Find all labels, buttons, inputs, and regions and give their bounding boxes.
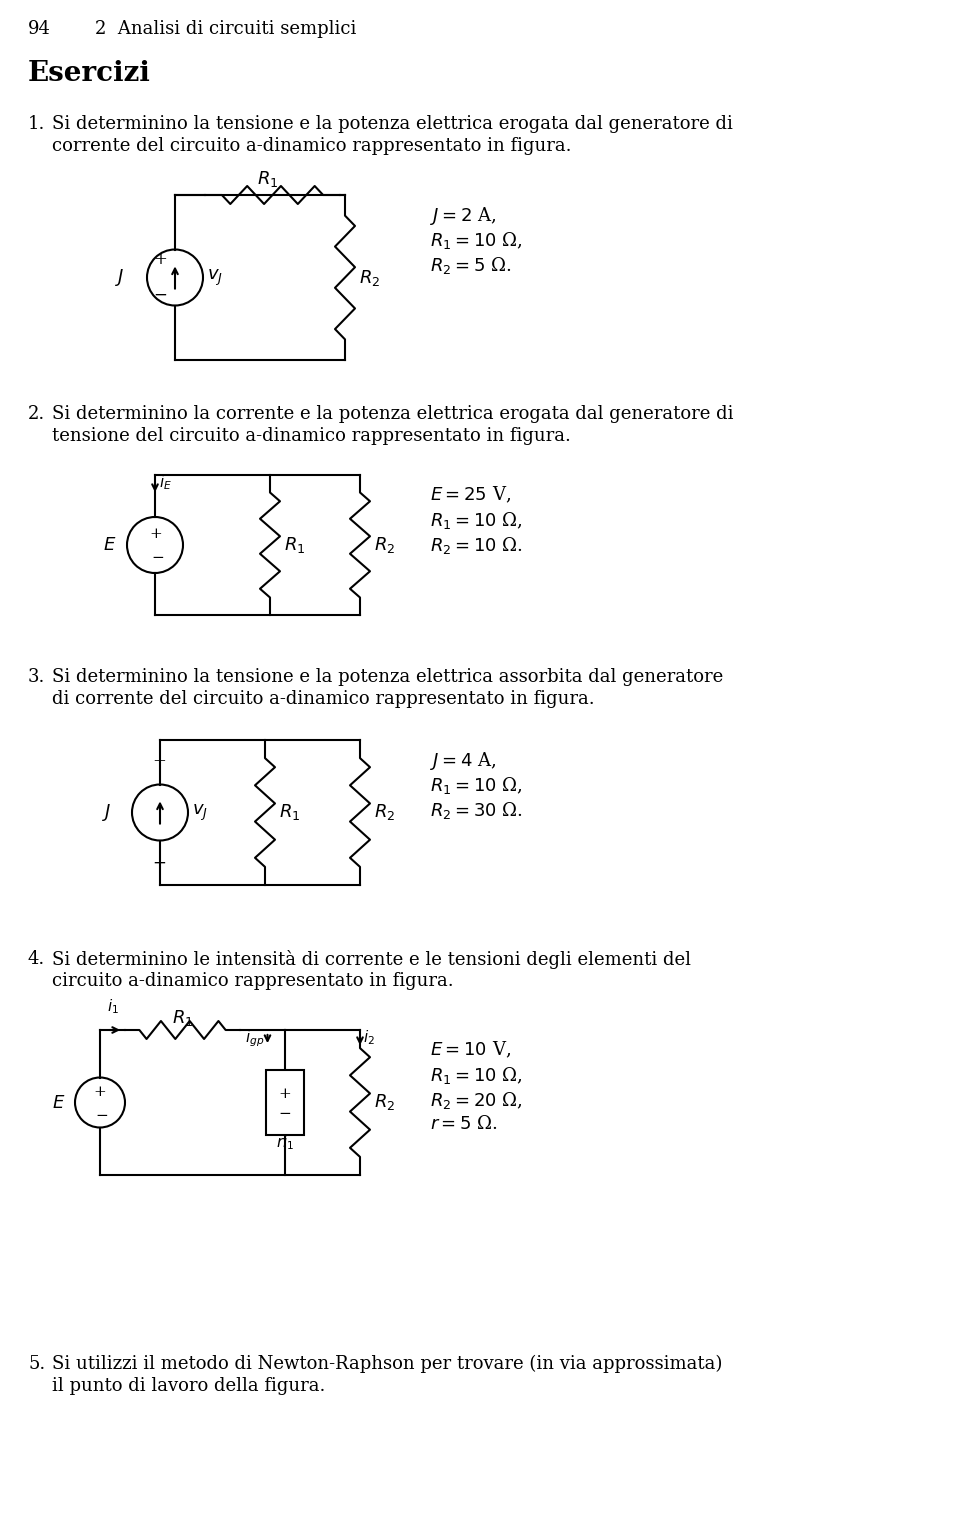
Text: +: +	[152, 753, 166, 770]
Text: Si utilizzi il metodo di Newton-Raphson per trovare (in via approssimata): Si utilizzi il metodo di Newton-Raphson …	[52, 1355, 722, 1373]
Text: +: +	[278, 1087, 292, 1101]
Text: +: +	[153, 251, 167, 268]
Text: $r = 5$ Ω.: $r = 5$ Ω.	[430, 1115, 497, 1133]
Text: $J = 2$ A,: $J = 2$ A,	[430, 205, 496, 227]
Text: $R_2$: $R_2$	[374, 1093, 396, 1113]
Text: −: −	[95, 1108, 108, 1122]
Text: −: −	[152, 854, 166, 871]
Text: $R_2 = 30$ Ω.: $R_2 = 30$ Ω.	[430, 801, 523, 821]
Text: $i_2$: $i_2$	[363, 1027, 375, 1047]
Text: $R_1 = 10$ Ω,: $R_1 = 10$ Ω,	[430, 1066, 522, 1085]
Text: $R_1$: $R_1$	[257, 168, 278, 188]
Text: $E$: $E$	[103, 536, 116, 554]
Text: $i_{gp}$: $i_{gp}$	[245, 1027, 265, 1049]
Text: $R_1$: $R_1$	[279, 802, 300, 822]
Text: 94: 94	[28, 20, 51, 38]
Text: 3.: 3.	[28, 668, 45, 686]
Text: di corrente del circuito a-dinamico rappresentato in figura.: di corrente del circuito a-dinamico rapp…	[52, 690, 594, 707]
Text: circuito a-dinamico rappresentato in figura.: circuito a-dinamico rappresentato in fig…	[52, 972, 454, 991]
Text: $J$: $J$	[115, 266, 125, 288]
Text: $R_1$: $R_1$	[284, 534, 305, 556]
Text: Si determinino le intensità di corrente e le tensioni degli elementi del: Si determinino le intensità di corrente …	[52, 951, 691, 969]
Text: 2.: 2.	[28, 406, 45, 423]
Bar	[266, 1070, 304, 1134]
Text: il punto di lavoro della figura.: il punto di lavoro della figura.	[52, 1376, 325, 1395]
Text: $E = 10$ V,: $E = 10$ V,	[430, 1040, 511, 1061]
Text: −: −	[151, 551, 164, 565]
Text: $R_2$: $R_2$	[359, 268, 380, 288]
Text: −: −	[278, 1107, 292, 1122]
Text: $R_1$: $R_1$	[172, 1007, 193, 1027]
Text: 1.: 1.	[28, 115, 45, 133]
Text: Si determinino la tensione e la potenza elettrica assorbita dal generatore: Si determinino la tensione e la potenza …	[52, 668, 723, 686]
Text: $ri_1$: $ri_1$	[276, 1133, 294, 1151]
Text: $J$: $J$	[102, 802, 111, 824]
Text: $i_1$: $i_1$	[107, 997, 119, 1017]
Text: $R_2$: $R_2$	[374, 802, 396, 822]
Text: $J = 4$ A,: $J = 4$ A,	[430, 750, 496, 772]
Text: $R_1 = 10$ Ω,: $R_1 = 10$ Ω,	[430, 230, 522, 251]
Text: $R_2 = 5$ Ω.: $R_2 = 5$ Ω.	[430, 256, 512, 276]
Text: Si determinino la corrente e la potenza elettrica erogata dal generatore di: Si determinino la corrente e la potenza …	[52, 406, 733, 423]
Text: 2  Analisi di circuiti semplici: 2 Analisi di circuiti semplici	[95, 20, 356, 38]
Text: $R_2 = 20$ Ω,: $R_2 = 20$ Ω,	[430, 1090, 522, 1112]
Text: $R_2$: $R_2$	[374, 534, 396, 556]
Text: −: −	[153, 286, 167, 305]
Text: $R_1 = 10$ Ω,: $R_1 = 10$ Ω,	[430, 510, 522, 531]
Text: 4.: 4.	[28, 951, 45, 968]
Text: $E = 25$ V,: $E = 25$ V,	[430, 485, 511, 505]
Text: tensione del circuito a-dinamico rappresentato in figura.: tensione del circuito a-dinamico rappres…	[52, 427, 571, 446]
Text: $i_E$: $i_E$	[159, 473, 172, 491]
Text: $v_J$: $v_J$	[207, 268, 223, 288]
Text: 5.: 5.	[28, 1355, 45, 1373]
Text: corrente del circuito a-dinamico rappresentato in figura.: corrente del circuito a-dinamico rappres…	[52, 136, 571, 155]
Text: Si determinino la tensione e la potenza elettrica erogata dal generatore di: Si determinino la tensione e la potenza …	[52, 115, 732, 133]
Text: $E$: $E$	[52, 1093, 65, 1112]
Text: +: +	[149, 527, 161, 540]
Text: Esercizi: Esercizi	[28, 60, 151, 87]
Text: $R_1 = 10$ Ω,: $R_1 = 10$ Ω,	[430, 775, 522, 796]
Text: $v_J$: $v_J$	[192, 802, 208, 822]
Text: +: +	[93, 1085, 106, 1099]
Text: $R_2 = 10$ Ω.: $R_2 = 10$ Ω.	[430, 534, 523, 556]
